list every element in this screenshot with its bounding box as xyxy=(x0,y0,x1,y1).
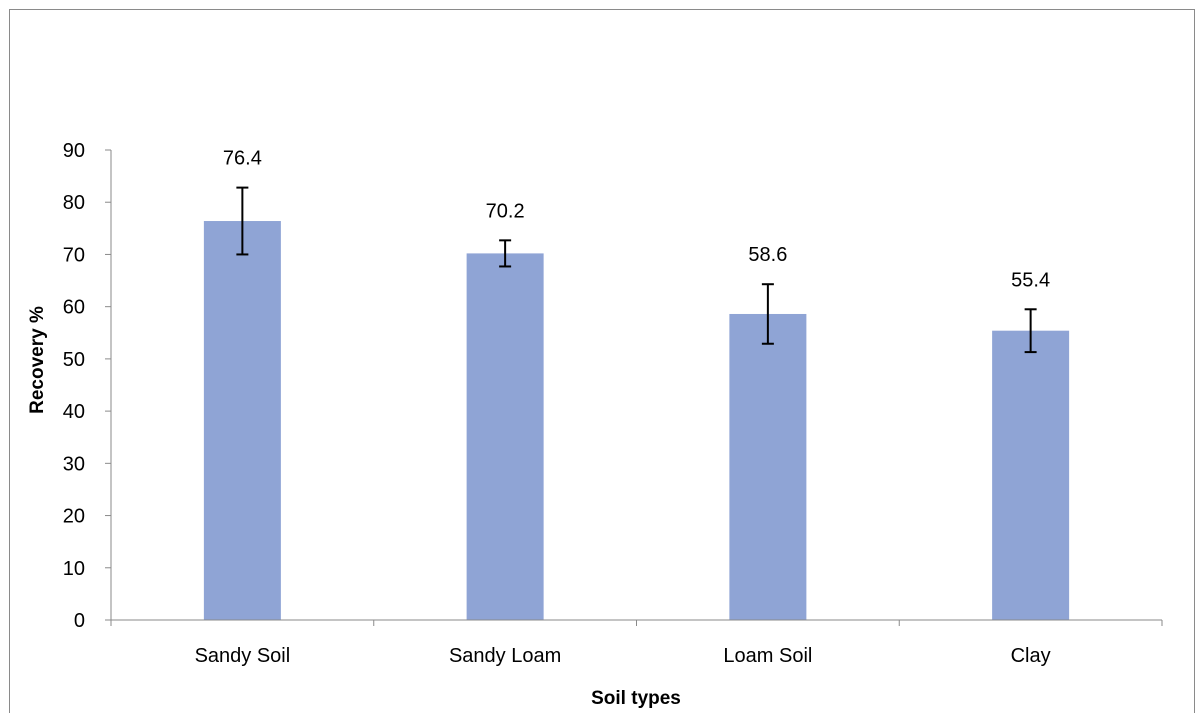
bar xyxy=(466,253,544,620)
y-tick-label: 70 xyxy=(63,244,85,266)
error-bars xyxy=(236,186,1037,354)
y-axis-title: Recovery % xyxy=(27,306,48,414)
y-tick-label: 30 xyxy=(63,453,85,475)
y-tick-label: 0 xyxy=(74,610,85,632)
data-label: 58.6 xyxy=(748,244,787,266)
category-label: Sandy Loam xyxy=(449,645,561,667)
bars xyxy=(203,221,1070,620)
bar xyxy=(992,330,1070,620)
y-tick-label: 10 xyxy=(63,558,85,580)
x-axis-title: Soil types xyxy=(591,688,681,709)
category-label: Sandy Soil xyxy=(195,645,291,667)
data-label: 55.4 xyxy=(1011,269,1050,291)
data-label: 76.4 xyxy=(223,148,262,170)
bar xyxy=(729,313,807,620)
axes xyxy=(110,150,1163,626)
category-labels: Sandy Soil Sandy Loam Loam Soil Clay xyxy=(195,645,1051,667)
y-tick-label: 80 xyxy=(63,192,85,214)
y-axis-ticks: 0 10 20 30 40 50 60 70 80 90 xyxy=(63,140,111,632)
y-tick-label: 40 xyxy=(63,401,85,423)
category-label: Clay xyxy=(1011,645,1051,667)
bar xyxy=(203,221,281,620)
data-label: 70.2 xyxy=(486,200,525,222)
category-label: Loam Soil xyxy=(723,645,812,667)
y-tick-label: 90 xyxy=(63,140,85,162)
y-tick-label: 20 xyxy=(63,506,85,528)
y-tick-label: 50 xyxy=(63,349,85,371)
y-tick-label: 60 xyxy=(63,297,85,319)
data-labels: 76.4 70.2 58.6 55.4 xyxy=(223,148,1050,292)
